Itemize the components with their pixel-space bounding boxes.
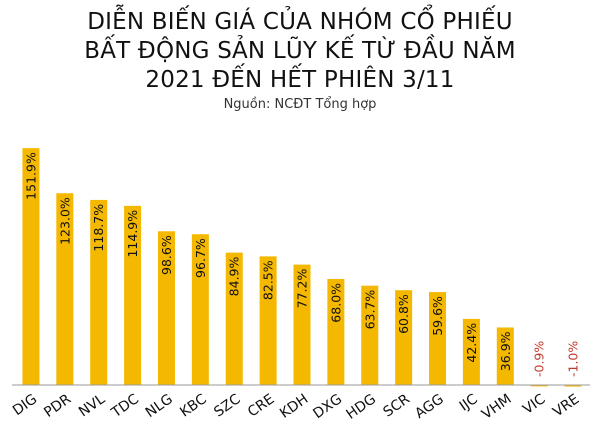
value-label-cre: 82.5%	[261, 260, 276, 300]
category-label-dig: DIG	[10, 391, 40, 419]
category-label-ijc: IJC	[457, 391, 481, 415]
category-label-vhm: VHM	[479, 391, 515, 423]
labels-layer: 151.9% 123.0% 118.7% 114.9% 98.6% 96.7% 84.9% 8…	[23, 152, 580, 377]
value-label-vre: -1.0%	[566, 341, 581, 377]
category-label-dxg: DXG	[310, 391, 345, 422]
category-label-vre: VRE	[550, 391, 582, 420]
category-label-nvl: NVL	[76, 391, 108, 420]
value-label-agg: 59.6%	[430, 296, 445, 336]
value-label-hdg: 63.7%	[362, 290, 377, 330]
bar-ijc	[462, 318, 480, 385]
bar-vhm	[496, 327, 514, 385]
category-label-nlg: NLG	[143, 391, 176, 421]
value-label-ijc: 42.4%	[464, 323, 479, 363]
chart-title-line-1: DIỄN BIẾN GIÁ CỦA NHÓM CỔ PHIẾU	[87, 9, 513, 35]
bar-scr	[395, 290, 413, 385]
bar-kdh	[293, 264, 311, 385]
bar-tdc	[124, 205, 142, 385]
value-label-vhm: 36.9%	[498, 331, 513, 371]
category-label-scr: SCR	[381, 391, 414, 421]
bar-dig	[22, 148, 40, 385]
category-label-pdr: PDR	[41, 391, 74, 421]
bar-nvl	[90, 199, 108, 385]
chart-title-line-2: BẤT ĐỘNG SẢN LŨY KẾ TỪ ĐẦU NĂM	[84, 38, 516, 64]
bar-vre	[564, 385, 582, 387]
value-label-nvl: 118.7%	[91, 204, 106, 252]
category-label-vic: VIC	[520, 391, 549, 418]
value-label-pdr: 123.0%	[57, 197, 72, 245]
value-label-vic: -0.9%	[532, 341, 547, 377]
category-label-kdh: KDH	[277, 391, 311, 422]
bar-agg	[429, 292, 447, 385]
value-label-nlg: 98.6%	[159, 235, 174, 275]
chart-header: DIỄN BIẾN GIÁ CỦA NHÓM CỔ PHIẾU BẤT ĐỘNG…	[0, 8, 600, 112]
category-label-agg: AGG	[412, 391, 447, 422]
bar-dxg	[327, 278, 345, 385]
bar-vic	[530, 385, 548, 387]
category-label-kbc: KBC	[177, 391, 210, 420]
category-label-tdc: TDC	[108, 391, 142, 422]
chart-title-line-3: 2021 ĐẾN HẾT PHIÊN 3/11	[145, 67, 455, 93]
value-label-szc: 84.9%	[227, 257, 242, 297]
value-label-kbc: 96.7%	[193, 238, 208, 278]
value-label-kdh: 77.2%	[295, 269, 310, 309]
bar-kbc	[191, 234, 209, 385]
category-label-szc: SZC	[211, 391, 244, 420]
category-label-hdg: HDG	[344, 391, 380, 423]
value-label-scr: 60.8%	[396, 294, 411, 334]
bar-nlg	[157, 231, 175, 385]
value-label-dig: 151.9%	[23, 152, 38, 200]
bar-szc	[225, 252, 243, 385]
bar-pdr	[56, 193, 74, 385]
chart-source: Nguồn: NCĐT Tổng hợp	[223, 97, 377, 112]
bar-cre	[259, 256, 277, 385]
bar-hdg	[361, 285, 379, 385]
value-label-dxg: 68.0%	[328, 283, 343, 323]
value-label-tdc: 114.9%	[125, 210, 140, 258]
category-label-cre: CRE	[245, 391, 277, 420]
bars-layer	[22, 148, 582, 387]
